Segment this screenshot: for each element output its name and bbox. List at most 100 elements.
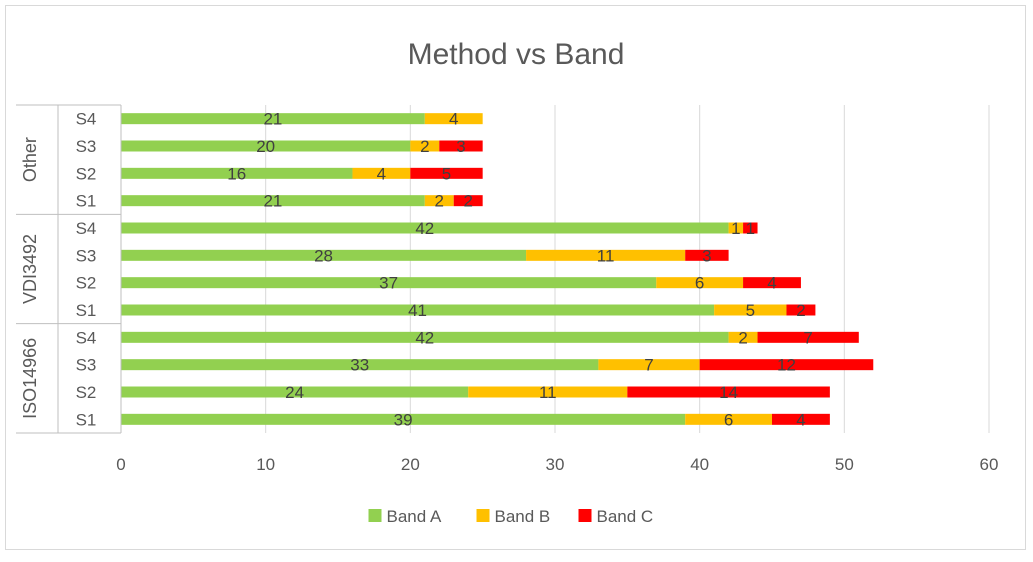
category-tick-label: S2	[76, 274, 97, 293]
bar-band-b	[728, 331, 758, 343]
category-tick-label: S3	[76, 137, 97, 156]
data-label: 2	[435, 192, 444, 211]
data-label: 20	[256, 137, 275, 156]
x-tick-label: 20	[401, 455, 420, 474]
data-label: 33	[350, 356, 369, 375]
data-label: 42	[415, 328, 434, 347]
data-label: 2	[738, 328, 747, 347]
data-label: 1	[731, 219, 740, 238]
bar-band-a	[121, 195, 425, 207]
data-label: 11	[539, 383, 557, 402]
bar-band-b	[656, 277, 744, 289]
bar-band-b	[424, 113, 483, 125]
data-label: 21	[263, 110, 282, 129]
legend-label: Band B	[495, 507, 551, 526]
bar-band-b	[526, 249, 686, 261]
category-tick-label: S4	[76, 328, 97, 347]
x-tick-label: 40	[690, 455, 709, 474]
bar-band-a	[121, 359, 599, 371]
category-tick-label: S3	[76, 356, 97, 375]
plot-area	[121, 113, 874, 425]
bar-band-a	[121, 331, 729, 343]
x-tick-label: 0	[116, 455, 125, 474]
bar-band-b	[410, 140, 440, 152]
bar-band-c	[699, 359, 874, 371]
legend-swatch-band-a	[368, 509, 382, 522]
data-label: 14	[719, 383, 738, 402]
bar-band-a	[121, 222, 729, 234]
x-tick-label: 30	[546, 455, 565, 474]
bar-band-b	[352, 167, 411, 179]
data-label: 42	[415, 219, 434, 238]
data-label: 4	[796, 410, 805, 429]
bar-band-b	[685, 413, 772, 425]
category-tick-label: S1	[76, 410, 97, 429]
bar-band-a	[121, 249, 527, 261]
bar-band-c	[453, 195, 483, 207]
data-label: 1	[746, 219, 755, 238]
bar-band-a	[121, 113, 425, 125]
x-tick-label: 50	[835, 455, 854, 474]
legend: Band A Band B Band C	[368, 507, 653, 526]
x-tick-label: 10	[256, 455, 275, 474]
bar-band-c	[757, 331, 859, 343]
bar-band-b	[468, 386, 628, 398]
bar-band-a	[121, 413, 686, 425]
data-label: 7	[644, 356, 653, 375]
bar-band-c	[786, 304, 816, 316]
data-label: 3	[456, 137, 465, 156]
axes: S1 S2 S3 S4 S1 S2 S3 S4 S1 S2 S3 S4 ISO14966 VDI3492 O…	[16, 104, 999, 474]
data-label: 37	[379, 274, 398, 293]
bar-band-a	[121, 167, 353, 179]
bar-band-c	[439, 140, 483, 152]
data-label: 6	[724, 410, 733, 429]
category-tick-label: S4	[76, 110, 97, 129]
data-label: 3	[702, 246, 711, 265]
category-tick-label: S2	[76, 164, 97, 183]
data-label: 5	[442, 164, 451, 183]
data-label: 11	[597, 246, 615, 265]
data-label: 2	[463, 192, 472, 211]
data-label: 41	[408, 301, 427, 320]
category-tick-label: S4	[76, 219, 97, 238]
data-label: 4	[377, 164, 386, 183]
legend-label: Band A	[387, 507, 442, 526]
bar-band-c	[627, 386, 830, 398]
gridlines	[265, 105, 990, 433]
data-label: 6	[695, 274, 704, 293]
group-label: ISO14966	[20, 338, 40, 419]
bar-band-c	[772, 413, 830, 425]
data-label: 16	[227, 164, 246, 183]
bar-band-c	[743, 222, 758, 234]
chart-area: Method vs Band 39 6 4 24 11 14 33 7 12 42 2 7 41 5 2 37…	[5, 5, 1026, 550]
data-label: 7	[803, 328, 812, 347]
category-tick-label: S2	[76, 383, 97, 402]
data-label: 2	[796, 301, 805, 320]
bar-band-b	[424, 195, 454, 207]
data-label: 24	[285, 383, 304, 402]
bar-band-c	[410, 167, 483, 179]
category-tick-label: S1	[76, 192, 97, 211]
group-label: Other	[20, 137, 40, 182]
data-label: 4	[449, 110, 458, 129]
data-label: 39	[394, 410, 413, 429]
bar-band-a	[121, 277, 657, 289]
bar-band-a	[121, 140, 411, 152]
bar-band-b	[728, 222, 744, 234]
category-tick-label: S1	[76, 301, 97, 320]
group-label: VDI3492	[20, 234, 40, 304]
bar-band-c	[685, 249, 729, 261]
legend-swatch-band-c	[578, 509, 592, 522]
category-tick-label: S3	[76, 246, 97, 265]
bar-band-b	[714, 304, 787, 316]
chart-title: Method vs Band	[408, 38, 625, 71]
x-tick-label: 60	[980, 455, 999, 474]
data-label: 4	[767, 274, 776, 293]
bar-band-a	[121, 386, 469, 398]
data-label: 5	[746, 301, 755, 320]
bar-band-b	[598, 359, 700, 371]
legend-swatch-band-b	[476, 509, 490, 522]
data-label: 12	[777, 356, 796, 375]
